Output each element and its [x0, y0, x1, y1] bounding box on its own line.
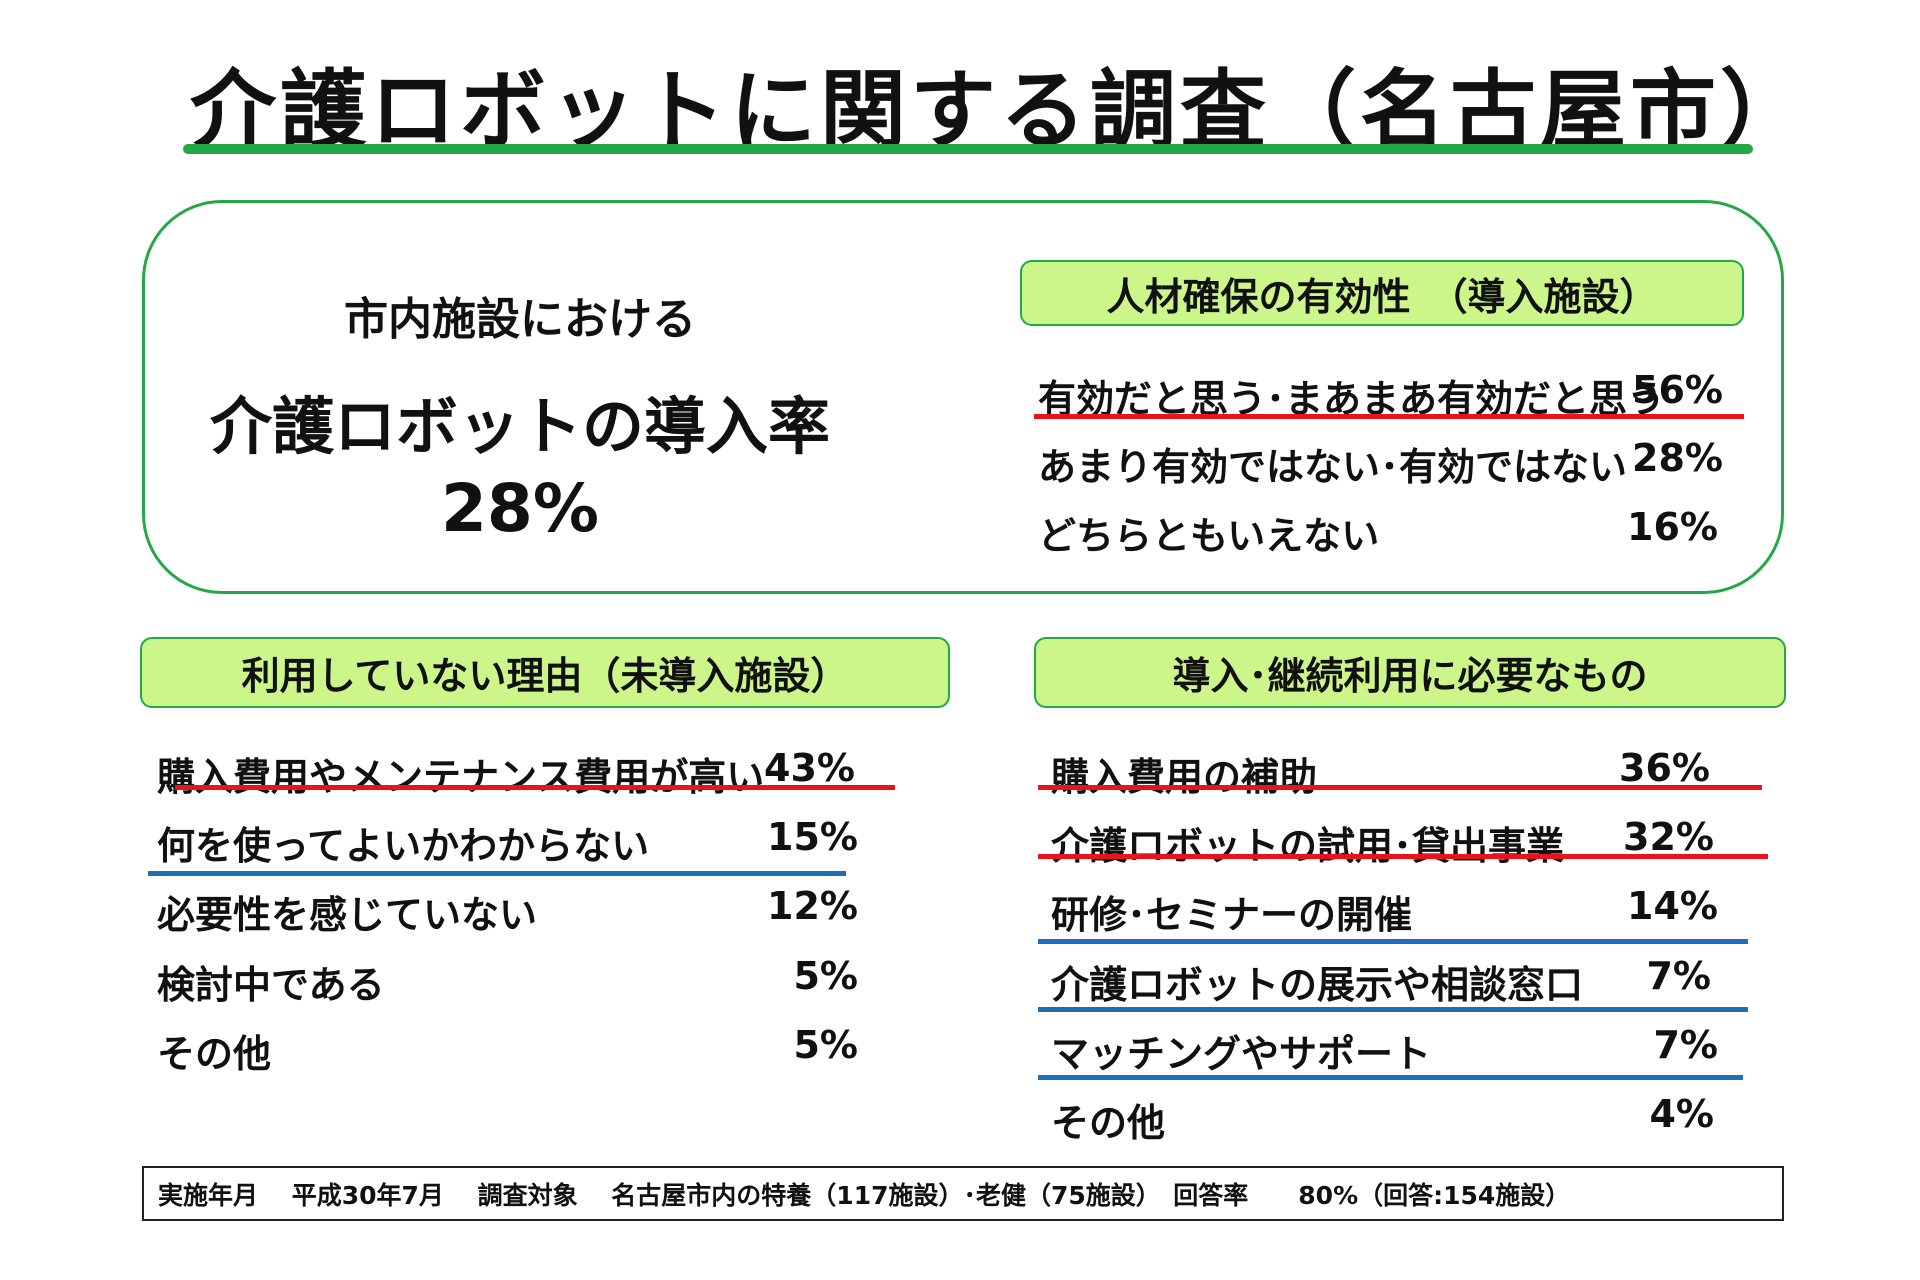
reason-value: 43%: [764, 746, 855, 790]
need-value: 14%: [1627, 884, 1718, 928]
reason-label: 購入費用やメンテナンス費用が高い: [157, 755, 765, 799]
need-label: 介護ロボットの展示や相談窓口: [1051, 963, 1584, 1007]
reason-value: 15%: [767, 815, 858, 859]
highlight-underline-red: [1038, 785, 1762, 790]
divider-underline-blue: [1038, 1075, 1743, 1080]
reasons-heading: 利用していない理由（未導入施設）: [140, 637, 950, 708]
need-value: 7%: [1653, 1023, 1718, 1067]
reason-label: 検討中である: [157, 963, 385, 1007]
effectiveness-label: どちらともいえない: [1038, 514, 1380, 558]
need-label: 研修･セミナーの開催: [1051, 893, 1413, 937]
title-underline: [183, 144, 1753, 154]
highlight-underline-red: [175, 785, 895, 790]
divider-underline-blue: [1038, 939, 1748, 944]
need-value: 7%: [1646, 954, 1711, 998]
effectiveness-value: 56%: [1632, 368, 1723, 412]
effectiveness-heading: 人材確保の有効性 （導入施設）: [1020, 260, 1744, 326]
need-label: 購入費用の補助: [1051, 755, 1318, 799]
effectiveness-label: あまり有効ではない･有効ではない: [1038, 445, 1628, 489]
reason-label: その他: [157, 1032, 272, 1076]
highlight-underline-red: [1038, 854, 1768, 859]
highlight-underline-red: [1034, 414, 1744, 419]
survey-info-footer: 実施年月 平成30年7月 調査対象 名古屋市内の特養（117施設）･老健（75施…: [142, 1166, 1784, 1221]
reason-label: 必要性を感じていない: [157, 893, 538, 937]
rate-intro-text: 市内施設における: [344, 294, 696, 345]
need-value: 4%: [1649, 1092, 1714, 1136]
need-label: マッチングやサポート: [1051, 1032, 1432, 1076]
needs-heading: 導入･継続利用に必要なもの: [1034, 637, 1786, 708]
divider-underline-blue: [1038, 1007, 1748, 1012]
effectiveness-label: 有効だと思う･まあまあ有効だと思う: [1038, 377, 1666, 421]
reason-value: 5%: [793, 1023, 858, 1067]
reason-value: 12%: [767, 884, 858, 928]
summary-panel: [142, 200, 1784, 594]
need-label: 介護ロボットの試用･貸出事業: [1051, 824, 1565, 868]
reason-label: 何を使ってよいかわからない: [157, 824, 650, 868]
need-value: 36%: [1619, 746, 1710, 790]
rate-value: 28%: [441, 470, 599, 547]
need-value: 32%: [1623, 815, 1714, 859]
rate-label: 介護ロボットの導入率: [209, 390, 830, 463]
effectiveness-value: 28%: [1632, 436, 1723, 480]
divider-underline-blue: [148, 871, 846, 876]
reason-value: 5%: [793, 954, 858, 998]
effectiveness-value: 16%: [1627, 505, 1718, 549]
need-label: その他: [1051, 1101, 1166, 1145]
